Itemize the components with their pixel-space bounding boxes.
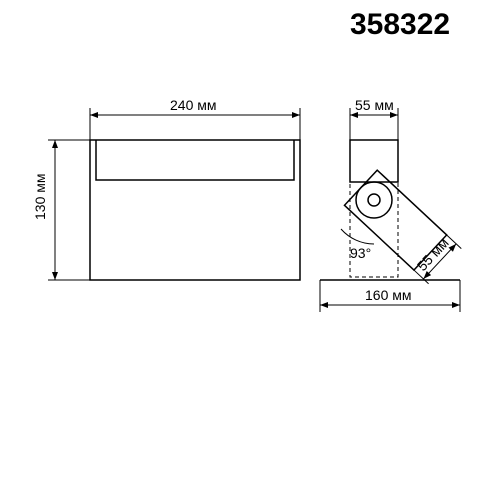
dim-angle-93: 93° — [350, 245, 371, 261]
barrel-ghost — [350, 182, 398, 277]
front-notch — [96, 140, 294, 180]
front-outline — [90, 140, 300, 280]
pivot-inner — [368, 194, 380, 206]
angle-arc — [341, 229, 374, 244]
dim-width-240: 240 мм — [170, 97, 217, 113]
product-number: 358322 — [350, 8, 450, 42]
dim-base-160: 160 мм — [365, 287, 412, 303]
dim-height-130: 130 мм — [32, 174, 48, 221]
technical-drawing: 240 мм 130 мм 55 мм 160 мм 55 мм 93° — [0, 0, 500, 500]
dim-top-55: 55 мм — [355, 97, 394, 113]
dim-barrel-group: 55 мм — [410, 232, 461, 284]
side-top-block — [350, 140, 398, 182]
